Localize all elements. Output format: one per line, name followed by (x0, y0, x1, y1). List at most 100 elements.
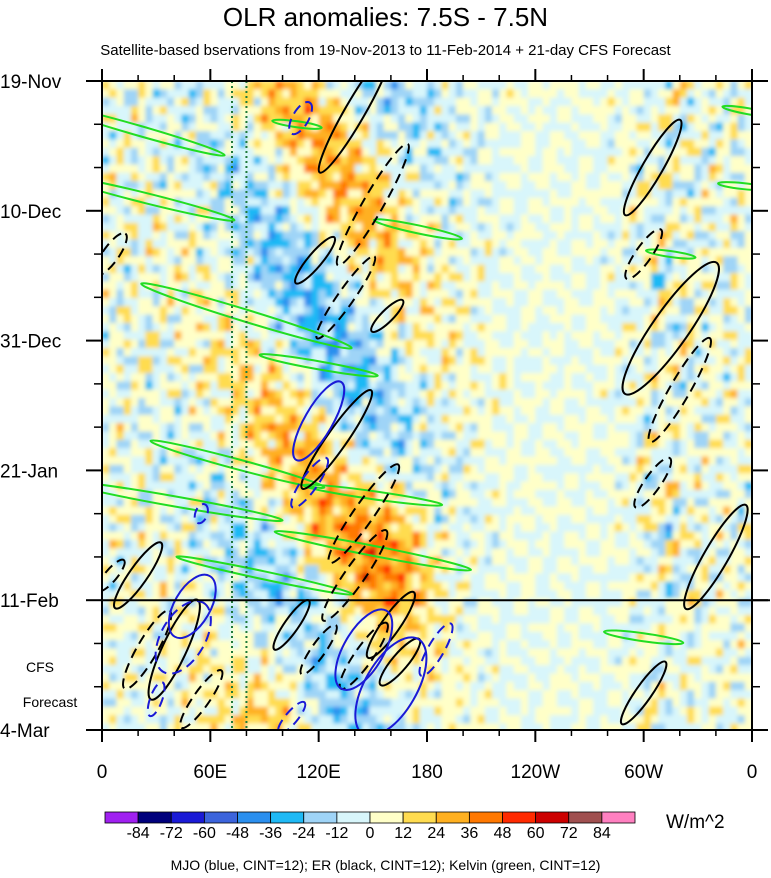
colorbar-label: 12 (394, 825, 412, 842)
colorbar-swatch (369, 811, 404, 824)
y-tick-label: 31-Dec (0, 332, 61, 353)
er-contour (317, 81, 392, 174)
kelvin-contour (102, 104, 226, 157)
colorbar-label: -12 (325, 825, 348, 842)
kelvin-contour (644, 248, 697, 260)
mjo-contour (193, 503, 209, 525)
colorbar-label: -84 (127, 825, 150, 842)
er-contour (619, 660, 668, 726)
er-contour (315, 255, 377, 340)
mjo-contour (154, 599, 212, 675)
kelvin-contour (271, 118, 323, 130)
er-contour (622, 118, 683, 217)
y-tick-label: 21-Jan (0, 461, 58, 482)
colorbar-swatch (237, 811, 272, 824)
colorbar-label: 60 (527, 825, 545, 842)
colorbar-swatch (568, 811, 603, 824)
colorbar-swatch (601, 811, 636, 824)
er-contour (294, 235, 337, 285)
reference-lines (102, 81, 770, 730)
colorbar-swatch (502, 811, 537, 824)
x-tick-label: 120E (296, 762, 340, 783)
y-tick-label: 11-Feb (0, 591, 59, 612)
x-tick-label: 60W (624, 762, 663, 783)
colorbar-swatch (170, 811, 205, 824)
colorbar-label: 36 (460, 825, 478, 842)
y-tick-label: 4-Mar (0, 721, 50, 742)
er-contour (102, 558, 126, 593)
y-tick-label: 10-Dec (0, 202, 61, 223)
er-contour (299, 623, 338, 676)
colorbar-swatch (104, 811, 139, 824)
er-contour (113, 541, 164, 610)
colorbar-swatch (203, 811, 238, 824)
mjo-contour (292, 380, 346, 462)
er-contour (335, 142, 410, 267)
er-contour (624, 228, 664, 281)
mjo-contour (354, 636, 428, 730)
er-contour (122, 609, 173, 690)
olr-anomaly-field (102, 81, 752, 730)
er-contour (633, 456, 673, 509)
x-tick-label: 180 (411, 762, 443, 783)
kelvin-contour (140, 282, 353, 350)
kelvin-contour (372, 218, 463, 241)
colorbar-label: -72 (160, 825, 183, 842)
colorbar-label: 0 (366, 825, 375, 842)
er-contour (300, 389, 374, 490)
x-tick-label: 0 (97, 762, 108, 783)
colorbar-label: 24 (427, 825, 445, 842)
colorbar-swatch (270, 811, 305, 824)
x-tick-label: 0 (747, 762, 758, 783)
kelvin-contour (102, 480, 284, 523)
colorbar-swatch (137, 811, 172, 824)
kelvin-contour (302, 483, 444, 507)
kelvin-contour (717, 181, 752, 192)
y-tick-label: 19-Nov (0, 72, 62, 93)
colorbar-units: W/m^2 (666, 812, 725, 833)
er-contour (647, 336, 713, 444)
kelvin-contour (273, 530, 473, 572)
mjo-contour (288, 100, 313, 136)
mjo-contour (276, 700, 307, 730)
colorbar-label: -36 (259, 825, 282, 842)
x-axis: 0 60E 120E 180 120W 60W 0 (97, 69, 758, 783)
chart-subtitle: Satellite-based bservations from 19-Nov-… (100, 42, 671, 59)
kelvin-contour (102, 175, 236, 222)
mjo-contour (334, 608, 394, 691)
forecast-label-line1: CFS (26, 659, 54, 675)
mjo-contour (418, 622, 454, 677)
colorbar-label: -24 (292, 825, 315, 842)
legend-footnote: MJO (blue, CINT=12); ER (black, CINT=12)… (170, 857, 601, 873)
chart-title: OLR anomalies: 7.5S - 7.5N (222, 2, 549, 32)
colorbar-label: -60 (193, 825, 216, 842)
er-contour (621, 260, 720, 396)
er-contour (370, 298, 405, 334)
kelvin-contour (603, 629, 685, 646)
colorbar-label: 48 (494, 825, 512, 842)
er-contour (179, 669, 224, 730)
mjo-contour (167, 573, 217, 639)
er-contour (683, 503, 749, 611)
kelvin-contour (258, 353, 379, 378)
mjo-contour (290, 456, 330, 509)
er-contour (327, 463, 401, 565)
colorbar-swatch (402, 811, 437, 824)
forecast-label-line2: Forecast (23, 694, 78, 710)
colorbar-swatch (535, 811, 570, 824)
er-contour (102, 232, 128, 277)
mjo-contour (146, 681, 166, 718)
x-tick-label: 60E (193, 762, 227, 783)
x-tick-label: 120W (511, 762, 561, 783)
colorbar-swatch (435, 811, 470, 824)
kelvin-contour (149, 439, 326, 490)
colorbar-swatch (336, 811, 371, 824)
colorbar-swatch (468, 811, 503, 824)
y-axis: 19-Nov 10-Dec 31-Dec 21-Jan 11-Feb 4-Mar (0, 72, 768, 742)
er-contour (365, 590, 416, 660)
colorbar-swatch (303, 811, 338, 824)
colorbar-label: 72 (560, 825, 578, 842)
colorbar-label: -48 (226, 825, 249, 842)
